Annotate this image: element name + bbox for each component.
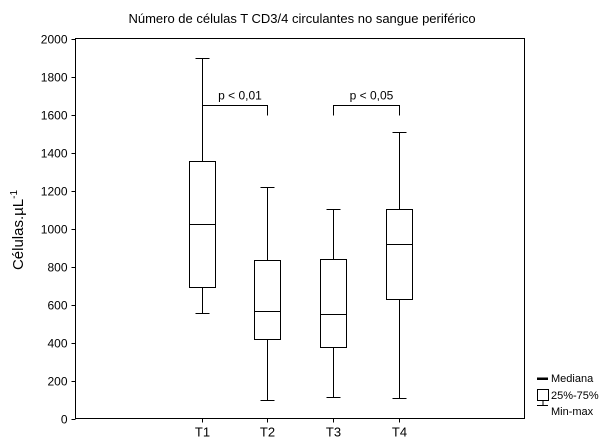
box-iqr-t4 bbox=[386, 209, 413, 300]
y-tick-label: 1600 bbox=[41, 109, 68, 123]
box-iqr-t3 bbox=[320, 259, 347, 348]
y-tick-label: 1200 bbox=[41, 185, 68, 199]
box-iqr-t2 bbox=[254, 260, 281, 340]
y-tick-label: 1000 bbox=[41, 223, 68, 237]
box-square-icon bbox=[537, 389, 549, 401]
significance-label: p < 0,05 bbox=[350, 89, 394, 103]
y-axis-label: Células.µL-1 bbox=[9, 190, 27, 271]
y-tick-label: 1400 bbox=[41, 147, 68, 161]
chart-marks: 0 200 400 600 800 1000 1200 1400 1600 1800 2000 T1 T… bbox=[41, 33, 413, 440]
y-tick-label: 1800 bbox=[41, 71, 68, 85]
x-tick-label: T2 bbox=[260, 425, 275, 440]
x-tick-label: T4 bbox=[392, 425, 407, 440]
y-tick-label: 200 bbox=[47, 375, 67, 389]
x-tick-label: T3 bbox=[326, 425, 341, 440]
plot-area-frame bbox=[75, 38, 525, 419]
legend-label-minmax: Min-max bbox=[551, 406, 594, 418]
y-tick-label: 600 bbox=[47, 299, 67, 313]
significance-label: p < 0,01 bbox=[218, 89, 262, 103]
y-tick-label: 2000 bbox=[41, 33, 68, 47]
x-tick-label: T1 bbox=[195, 425, 210, 440]
y-axis-label-superscript: -1 bbox=[9, 190, 20, 199]
legend-label-median: Mediana bbox=[551, 373, 594, 385]
legend: Mediana 25%-75% Min-max bbox=[537, 373, 599, 418]
whisker-icon bbox=[537, 401, 548, 406]
significance-bracket bbox=[333, 105, 400, 116]
chart-title: Número de células T CD3/4 circulantes no… bbox=[128, 11, 475, 26]
y-tick-label: 400 bbox=[47, 337, 67, 351]
y-axis-label-main: Células.µL bbox=[10, 199, 27, 270]
legend-label-box: 25%-75% bbox=[551, 390, 599, 402]
y-tick-label: 800 bbox=[47, 261, 67, 275]
significance-bracket bbox=[202, 105, 268, 116]
y-tick-label: 0 bbox=[61, 413, 68, 427]
